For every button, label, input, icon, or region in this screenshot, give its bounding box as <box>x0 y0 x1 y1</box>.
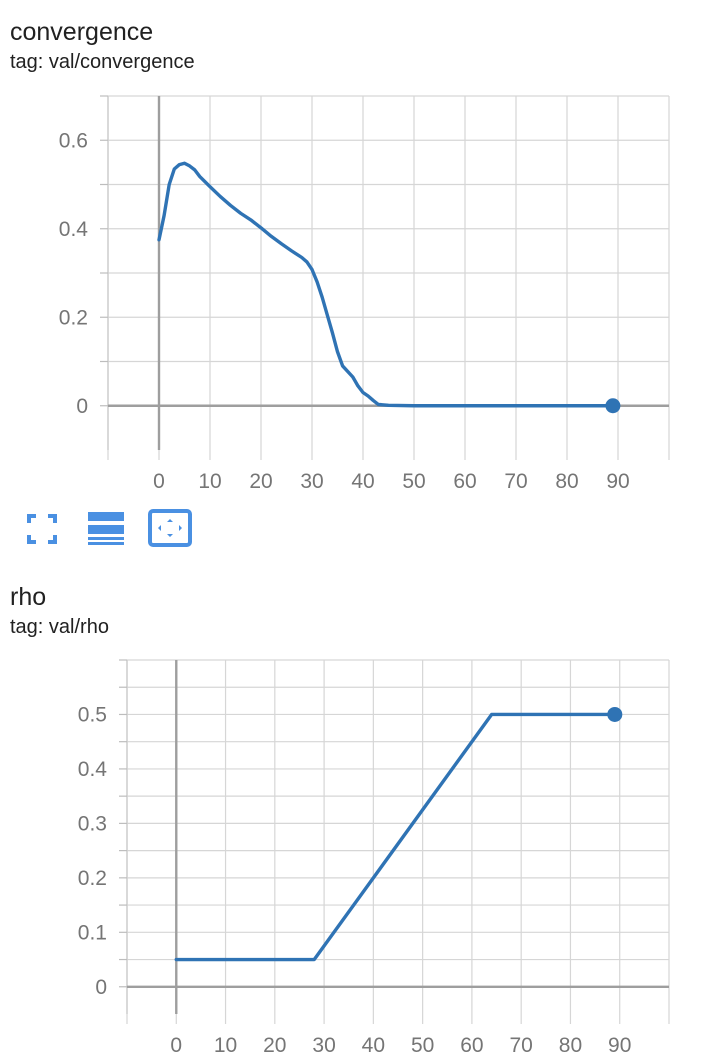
y-tick-label: 0.4 <box>59 218 89 241</box>
x-tick-label: 0 <box>170 1034 182 1057</box>
fit-domain-icon[interactable] <box>148 509 192 547</box>
tick-labels: 0 10 20 30 40 50 60 70 80 90 0 0.1 0.2 0.3 0.4 0.5 <box>78 703 632 1057</box>
x-tick-label: 20 <box>249 470 272 493</box>
x-tick-label: 0 <box>153 470 165 493</box>
x-tick-label: 90 <box>608 1034 631 1057</box>
chart-title: rho <box>10 583 47 611</box>
chart-tag: tag: val/convergence <box>10 51 195 73</box>
series-line <box>157 161 615 408</box>
x-tick-label: 40 <box>351 470 374 493</box>
y-tick-label: 0.3 <box>78 812 107 835</box>
chart-tag: tag: val/rho <box>10 616 109 638</box>
y-tick-label: 0.1 <box>78 921 107 944</box>
series-line <box>174 712 617 962</box>
y-tick-label: 0 <box>76 395 88 418</box>
x-tick-label: 90 <box>606 470 629 493</box>
x-tick-label: 30 <box>312 1034 335 1057</box>
x-tick-label: 80 <box>559 1034 582 1057</box>
chart-card-convergence: convergence tag: val/convergence 0 10 20 30… <box>0 0 710 560</box>
x-tick-label: 50 <box>411 1034 434 1057</box>
x-tick-label: 40 <box>362 1034 385 1057</box>
x-tick-label: 70 <box>510 1034 533 1057</box>
convergence-plot[interactable]: 0 10 20 30 40 50 60 70 80 90 0 0.2 0.4 0.6 <box>0 0 710 560</box>
x-tick-label: 80 <box>555 470 578 493</box>
chart-title: convergence <box>10 18 154 46</box>
x-tick-label: 50 <box>402 470 425 493</box>
tick-labels: 0 10 20 30 40 50 60 70 80 90 0 0.2 0.4 0.6 <box>59 129 630 493</box>
y-tick-label: 0.5 <box>78 703 107 726</box>
y-tick-label: 0.2 <box>78 867 107 890</box>
x-tick-label: 10 <box>214 1034 237 1057</box>
toggle-log-scale-icon[interactable] <box>86 511 126 545</box>
x-tick-label: 70 <box>504 470 527 493</box>
y-tick-label: 0.4 <box>78 758 108 781</box>
last-point-marker[interactable] <box>605 398 621 414</box>
x-tick-label: 10 <box>198 470 221 493</box>
y-tick-label: 0.6 <box>59 129 88 152</box>
x-tick-label: 60 <box>453 470 476 493</box>
x-tick-label: 20 <box>263 1034 286 1057</box>
chart-card-rho: rho tag: val/rho 0 10 20 30 40 50 60 70 80 90 0 0.1… <box>0 575 710 1062</box>
y-tick-label: 0 <box>95 976 107 999</box>
x-tick-label: 30 <box>300 470 323 493</box>
y-tick-label: 0.2 <box>59 306 88 329</box>
fullscreen-icon[interactable] <box>26 513 58 545</box>
grid <box>119 659 670 1024</box>
last-point-marker[interactable] <box>607 706 623 722</box>
x-tick-label: 60 <box>460 1034 483 1057</box>
